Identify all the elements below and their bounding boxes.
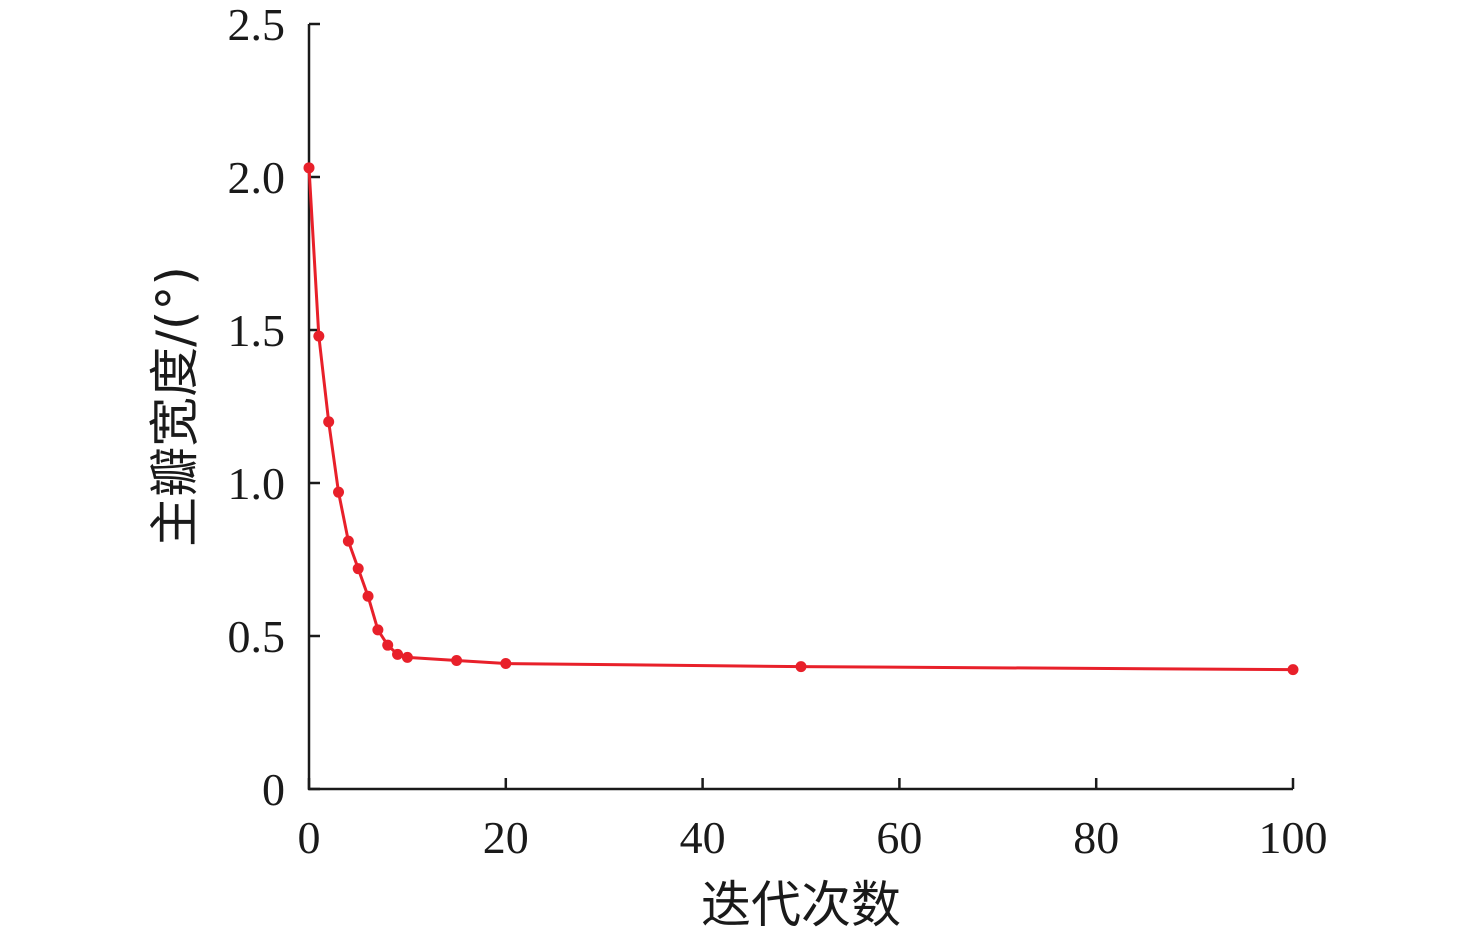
data-point xyxy=(500,658,512,670)
data-point xyxy=(372,624,384,636)
series-layer xyxy=(303,162,1299,676)
x-tick-label: 0 xyxy=(298,812,321,863)
axes xyxy=(307,24,1293,791)
x-tick-label: 80 xyxy=(1073,812,1119,863)
data-point xyxy=(382,639,394,651)
x-tick-label: 100 xyxy=(1259,812,1328,863)
x-tick-label: 20 xyxy=(483,812,529,863)
y-ticks: 0 0.5 1.0 1.5 2.0 2.5 xyxy=(228,0,320,815)
y-tick-label: 1.5 xyxy=(228,305,286,356)
x-axis-title: 迭代次数 xyxy=(701,876,901,934)
y-tick-label: 2.5 xyxy=(228,0,286,50)
data-point xyxy=(362,590,374,602)
x-tick-label: 60 xyxy=(876,812,922,863)
data-point xyxy=(323,416,335,428)
data-point xyxy=(333,486,345,498)
data-point xyxy=(352,563,364,575)
x-ticks: 0 20 40 60 80 100 xyxy=(298,778,1328,863)
data-point xyxy=(1287,664,1299,676)
y-tick-label: 0 xyxy=(262,764,285,815)
x-tick-label: 40 xyxy=(680,812,726,863)
data-point xyxy=(451,654,463,666)
data-point xyxy=(401,651,413,663)
data-point xyxy=(303,162,315,174)
series-line xyxy=(307,167,1294,672)
data-point xyxy=(342,535,354,547)
y-axis-title: 主瓣宽度/(°) xyxy=(146,266,204,547)
data-point xyxy=(392,648,404,660)
y-tick-label: 1.0 xyxy=(228,458,286,509)
y-tick-label: 0.5 xyxy=(228,611,286,662)
data-point xyxy=(795,661,807,673)
data-point xyxy=(313,330,325,342)
y-tick-label: 2.0 xyxy=(228,152,286,203)
